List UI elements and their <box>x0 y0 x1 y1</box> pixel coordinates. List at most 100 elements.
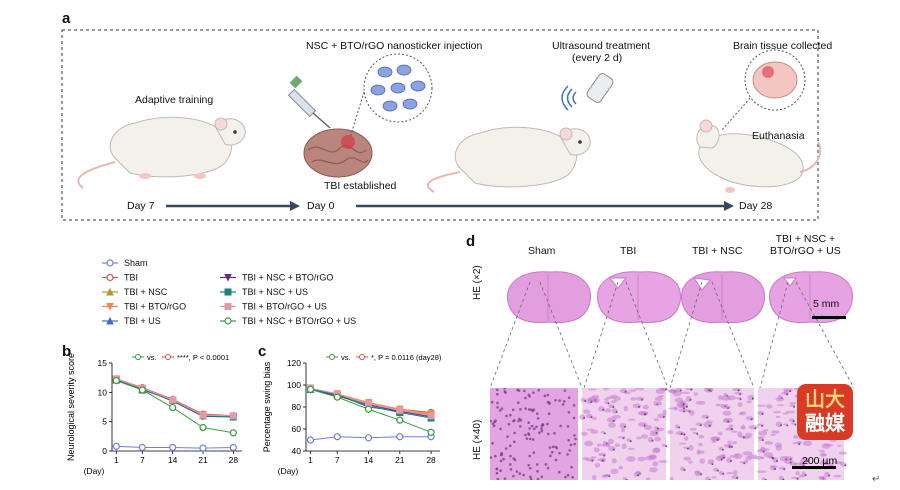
he-nucleus <box>532 427 536 431</box>
he-nucleus <box>559 424 562 428</box>
legend-label: TBI + NSC + US <box>242 287 308 297</box>
he-cell <box>662 409 667 415</box>
he-nucleus <box>679 389 682 392</box>
he-cell <box>581 431 588 436</box>
he-cell <box>604 398 609 401</box>
he-cell <box>602 388 610 391</box>
brain-slice-tbi-nsc <box>681 271 765 323</box>
he-nucleus <box>751 397 754 400</box>
he-cell <box>688 444 694 451</box>
he-cell <box>771 430 780 434</box>
he-cell <box>763 429 769 432</box>
he-nucleus <box>524 407 527 410</box>
he-nucleus <box>548 402 551 405</box>
he-nucleus <box>796 477 799 480</box>
he-nucleus <box>730 428 733 431</box>
he-cell <box>607 438 614 445</box>
he-nucleus <box>776 459 779 462</box>
he-nucleus <box>590 416 593 419</box>
column-label-tbi: TBI <box>620 245 637 257</box>
he-cell <box>728 424 734 428</box>
timeline-day0: Day 0 <box>307 200 335 212</box>
he-cell <box>720 395 731 401</box>
he-nucleus <box>792 420 795 423</box>
scale-bar-top <box>812 316 846 319</box>
ultrasound-interval-label: (every 2 d) <box>572 52 623 64</box>
he-cell <box>613 396 621 401</box>
he-nucleus <box>553 431 556 435</box>
he-nucleus <box>499 427 502 431</box>
he-cell <box>594 462 601 468</box>
he-nucleus <box>508 444 512 448</box>
he-cell <box>764 441 774 445</box>
brain-slice-sham <box>507 271 591 323</box>
he-cell <box>715 403 720 407</box>
he-nucleus <box>696 432 699 435</box>
panel-a-dashed-frame <box>61 29 819 221</box>
data-point <box>138 386 146 394</box>
x-tick-label: 28 <box>426 455 436 465</box>
he-nucleus <box>742 436 745 439</box>
he-nucleus <box>517 419 520 423</box>
he-cell <box>607 422 616 428</box>
he-nucleus <box>527 432 530 435</box>
he-nucleus <box>495 471 499 475</box>
he-cell <box>696 472 702 475</box>
x-tick-label: 1 <box>308 455 313 465</box>
he-cell <box>695 400 706 405</box>
he-cell <box>699 458 706 464</box>
he-cell <box>626 456 636 462</box>
he-cell <box>775 415 781 419</box>
he-nucleus <box>528 427 531 430</box>
he-cell <box>772 411 782 414</box>
he-nucleus <box>490 400 494 404</box>
he-nucleus <box>491 441 494 445</box>
y-tick-label: 80 <box>292 402 302 412</box>
he-nucleus <box>495 392 499 396</box>
legend-label: TBI + BTO/rGO + US <box>242 302 327 312</box>
he-nucleus <box>551 445 555 449</box>
he-cell <box>785 410 796 414</box>
he-nucleus <box>573 434 576 437</box>
he-nucleus <box>612 406 615 409</box>
he-nucleus <box>771 457 774 460</box>
he-nucleus <box>711 463 714 466</box>
he-cell <box>601 475 609 478</box>
data-point <box>333 393 341 401</box>
he-nucleus <box>528 454 532 458</box>
he-nucleus <box>546 466 550 470</box>
he-nucleus <box>637 474 640 477</box>
he-nucleus <box>529 475 532 479</box>
he-cell <box>775 421 783 428</box>
annotation-marker-a <box>329 354 335 360</box>
he-nucleus <box>546 432 550 436</box>
he-cell <box>602 443 610 447</box>
he-nucleus <box>727 420 730 423</box>
he-nucleus <box>548 446 552 449</box>
he-nucleus <box>716 469 719 472</box>
he-nucleus <box>567 396 571 399</box>
injection-label: NSC + BTO/rGO nanosticker injection <box>306 40 483 52</box>
he-nucleus <box>641 398 644 401</box>
he-cell <box>592 416 597 420</box>
he-cell <box>726 457 732 463</box>
he-nucleus <box>682 403 685 406</box>
he-nucleus <box>522 473 525 477</box>
he-cell <box>644 455 654 461</box>
he-cell <box>821 443 831 449</box>
he-nucleus <box>535 412 539 415</box>
he-nucleus <box>543 394 547 398</box>
ultrasound-label: Ultrasound treatment <box>552 40 651 52</box>
he-nucleus <box>531 438 535 441</box>
timeline-day7: Day 7 <box>127 200 155 212</box>
series-tbi-bto-rgo-us <box>112 374 237 420</box>
he-cell <box>789 401 797 405</box>
he-nucleus <box>554 458 558 462</box>
data-point <box>199 411 207 419</box>
legend-label: Sham <box>124 258 148 268</box>
he-nucleus <box>786 424 789 427</box>
he-nucleus <box>572 404 576 407</box>
he-nucleus <box>844 464 847 467</box>
brain-slice-combo <box>769 271 853 323</box>
he-cell <box>717 431 723 436</box>
